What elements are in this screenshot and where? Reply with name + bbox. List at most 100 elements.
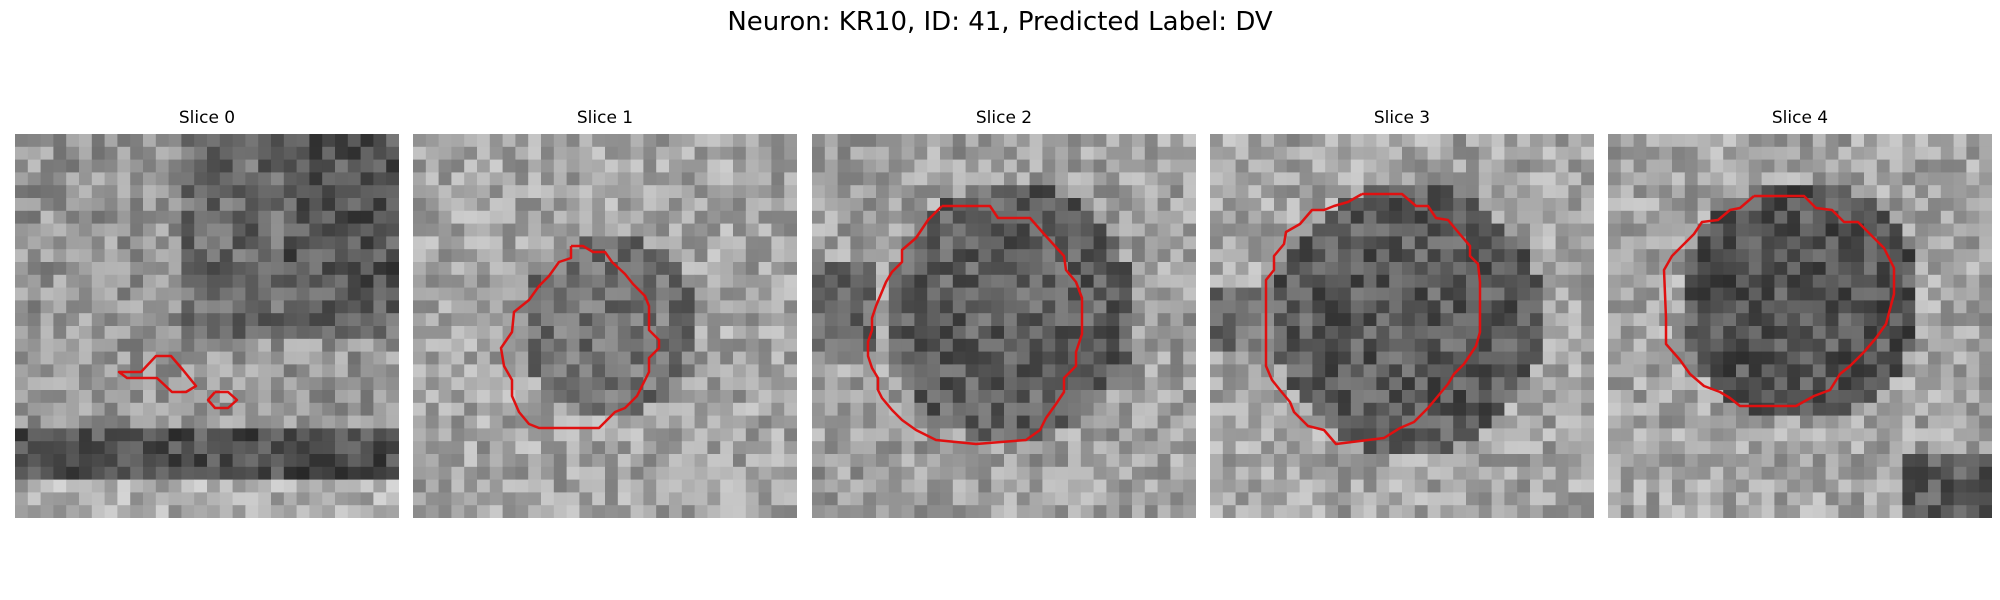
image-pixel bbox=[1787, 146, 1801, 160]
image-pixel bbox=[914, 338, 928, 352]
image-pixel bbox=[630, 249, 644, 263]
image-pixel bbox=[745, 441, 759, 455]
image-pixel bbox=[232, 287, 246, 301]
image-pixel bbox=[656, 492, 670, 506]
image-pixel bbox=[1478, 236, 1492, 250]
image-pixel bbox=[1414, 236, 1428, 250]
image-pixel bbox=[952, 300, 966, 314]
image-pixel bbox=[386, 185, 399, 199]
image-pixel bbox=[1466, 185, 1480, 199]
image-pixel bbox=[1363, 249, 1377, 263]
image-pixel bbox=[1659, 223, 1673, 237]
image-pixel bbox=[296, 479, 310, 493]
image-pixel bbox=[914, 210, 928, 224]
image-pixel bbox=[66, 274, 80, 288]
image-pixel bbox=[1093, 441, 1107, 455]
image-pixel bbox=[1504, 326, 1518, 340]
image-pixel bbox=[669, 326, 683, 340]
image-pixel bbox=[1106, 428, 1120, 442]
image-pixel bbox=[515, 338, 529, 352]
image-pixel bbox=[27, 377, 41, 391]
image-pixel bbox=[1940, 287, 1954, 301]
image-pixel bbox=[965, 262, 979, 276]
image-pixel bbox=[1183, 274, 1196, 288]
image-pixel bbox=[940, 377, 954, 391]
image-pixel bbox=[1568, 415, 1582, 429]
image-pixel bbox=[271, 313, 285, 327]
image-pixel bbox=[489, 172, 503, 186]
image-pixel bbox=[1928, 479, 1942, 493]
image-pixel bbox=[1376, 313, 1390, 327]
image-pixel bbox=[1979, 210, 1992, 224]
image-pixel bbox=[1106, 377, 1120, 391]
image-pixel bbox=[876, 249, 890, 263]
image-pixel bbox=[27, 185, 41, 199]
image-pixel bbox=[335, 185, 349, 199]
image-pixel bbox=[271, 415, 285, 429]
image-pixel bbox=[1864, 479, 1878, 493]
image-pixel bbox=[104, 415, 118, 429]
image-pixel bbox=[1286, 159, 1300, 173]
image-pixel bbox=[477, 262, 491, 276]
image-pixel bbox=[707, 351, 721, 365]
image-pixel bbox=[553, 390, 567, 404]
image-pixel bbox=[605, 428, 619, 442]
image-pixel bbox=[502, 262, 516, 276]
image-pixel bbox=[1774, 134, 1788, 148]
image-pixel bbox=[1864, 441, 1878, 455]
image-pixel bbox=[1183, 210, 1196, 224]
image-pixel bbox=[579, 198, 593, 212]
image-pixel bbox=[579, 300, 593, 314]
image-pixel bbox=[643, 146, 657, 160]
image-pixel bbox=[1478, 326, 1492, 340]
image-pixel bbox=[1723, 415, 1737, 429]
image-pixel bbox=[1376, 159, 1390, 173]
image-pixel bbox=[1286, 134, 1300, 148]
image-pixel bbox=[914, 249, 928, 263]
image-pixel bbox=[1761, 326, 1775, 340]
image-pixel bbox=[681, 274, 695, 288]
image-pixel bbox=[876, 313, 890, 327]
image-pixel bbox=[1414, 172, 1428, 186]
image-pixel bbox=[1248, 223, 1262, 237]
image-pixel bbox=[91, 351, 105, 365]
image-pixel bbox=[1825, 326, 1839, 340]
image-pixel bbox=[1633, 185, 1647, 199]
slice-0-pixels bbox=[15, 134, 399, 518]
image-pixel bbox=[888, 146, 902, 160]
image-pixel bbox=[1132, 377, 1146, 391]
image-pixel bbox=[1530, 159, 1544, 173]
image-pixel bbox=[669, 351, 683, 365]
image-pixel bbox=[1144, 326, 1158, 340]
image-pixel bbox=[837, 390, 851, 404]
image-pixel bbox=[1144, 351, 1158, 365]
image-pixel bbox=[784, 223, 797, 237]
image-pixel bbox=[707, 159, 721, 173]
image-pixel bbox=[464, 236, 478, 250]
image-pixel bbox=[168, 428, 182, 442]
image-pixel bbox=[720, 454, 734, 468]
image-pixel bbox=[784, 402, 797, 416]
image-pixel bbox=[1504, 505, 1518, 518]
image-pixel bbox=[1812, 262, 1826, 276]
image-pixel bbox=[1376, 466, 1390, 480]
image-pixel bbox=[219, 223, 233, 237]
image-pixel bbox=[888, 326, 902, 340]
image-pixel bbox=[1825, 198, 1839, 212]
image-pixel bbox=[1684, 492, 1698, 506]
image-pixel bbox=[1389, 159, 1403, 173]
image-pixel bbox=[1684, 172, 1698, 186]
image-pixel bbox=[876, 223, 890, 237]
image-pixel bbox=[296, 300, 310, 314]
image-pixel bbox=[1119, 415, 1133, 429]
image-pixel bbox=[1235, 185, 1249, 199]
image-pixel bbox=[1183, 377, 1196, 391]
image-pixel bbox=[812, 300, 826, 314]
image-pixel bbox=[605, 185, 619, 199]
image-pixel bbox=[1748, 415, 1762, 429]
image-pixel bbox=[1876, 505, 1890, 518]
image-pixel bbox=[1723, 326, 1737, 340]
image-pixel bbox=[40, 223, 54, 237]
image-pixel bbox=[143, 402, 157, 416]
image-pixel bbox=[373, 505, 387, 518]
